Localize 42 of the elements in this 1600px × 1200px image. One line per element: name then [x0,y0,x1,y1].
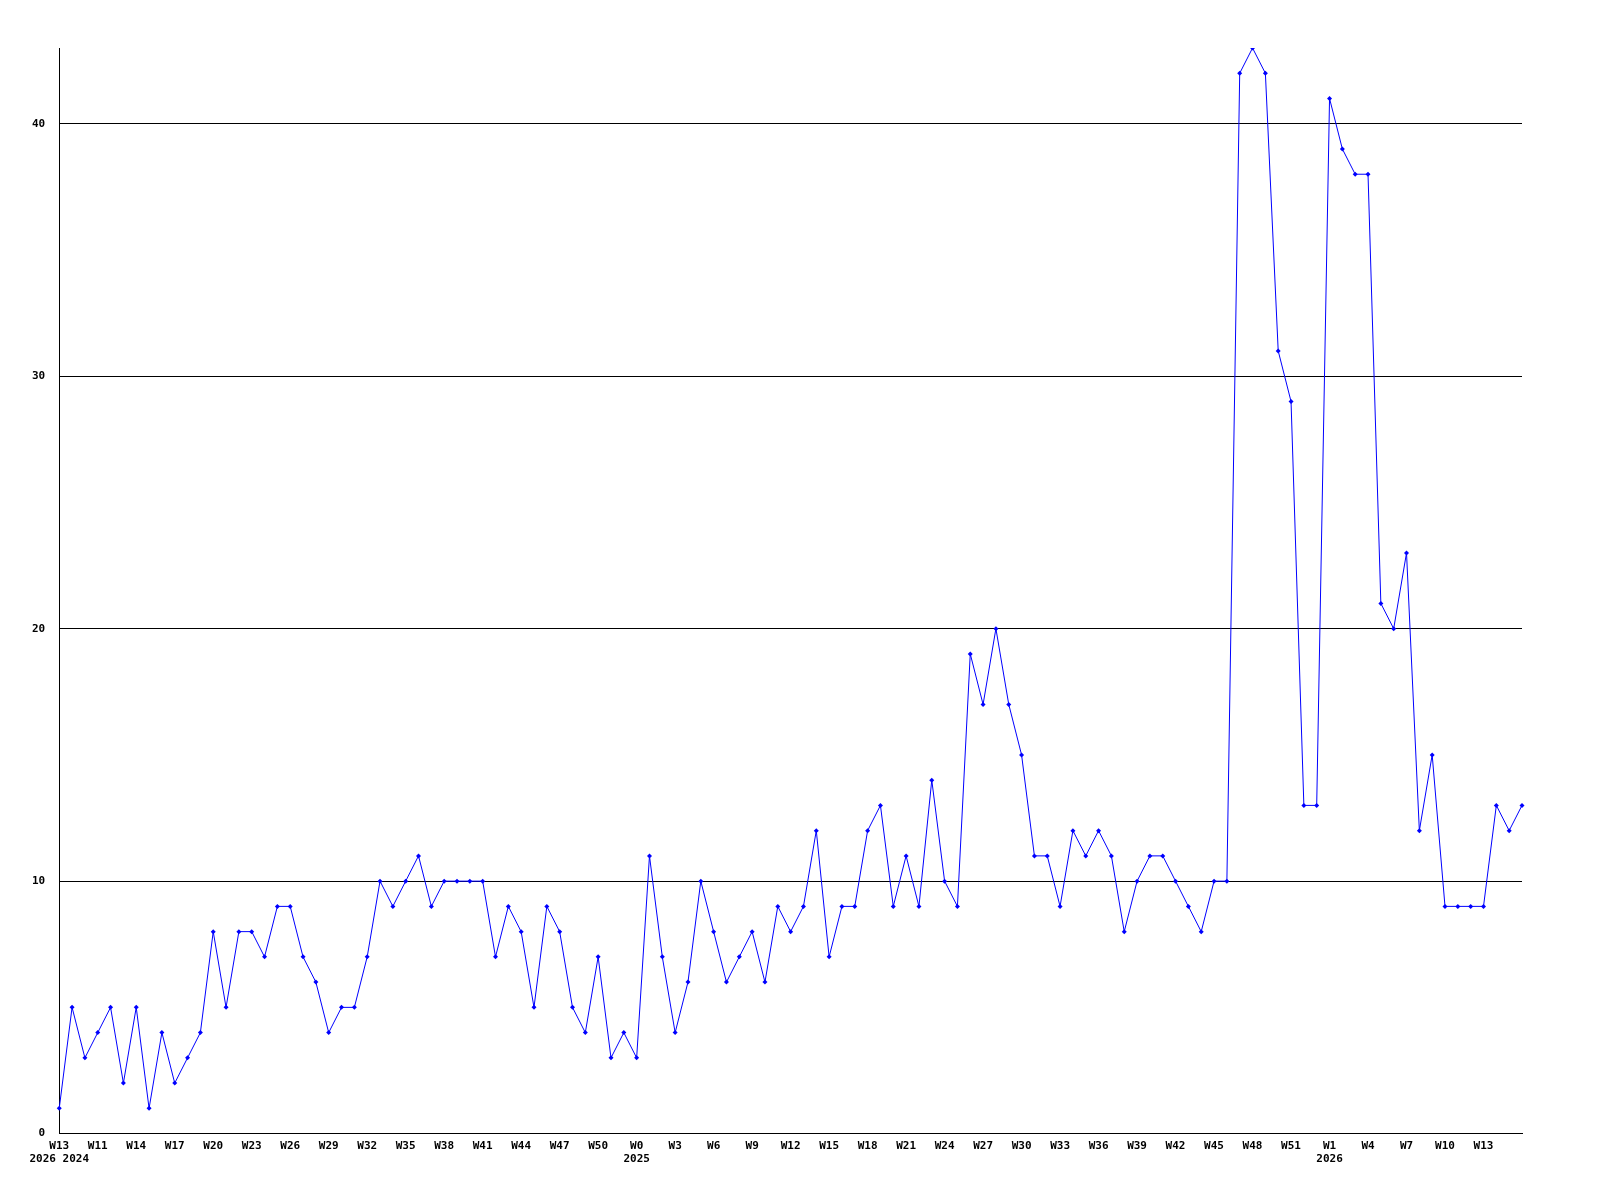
x-tick-label: W6 [707,1139,721,1153]
x-tick-label: W4 [1361,1139,1376,1153]
x-tick-label: W45 [1204,1139,1224,1153]
x-tick-label: W3 [668,1139,682,1153]
x-tick-label: W42 [1165,1139,1186,1153]
x-tick-label: W7 [1399,1139,1414,1153]
x-tick-label: W44 [511,1139,532,1153]
x-tick-label: W14 [126,1139,147,1153]
y-tick-label: 20 [32,621,46,635]
x-tick-label: W26 [280,1139,301,1153]
x-tick-label: W35 [395,1139,416,1153]
x-tick-label: W18 [857,1139,878,1153]
x-tick-label: W24 [934,1139,955,1153]
x-tick-label: W36 [1088,1139,1109,1153]
x-tick-label: W32 [357,1139,378,1153]
x-tick-label: W13 [1473,1139,1494,1153]
x-tick-label: W12 [780,1139,801,1153]
x-tick-label: W50 [588,1139,609,1153]
x-tick-label: W20 [203,1139,224,1153]
x-tick-label: W9 [745,1139,759,1153]
x-tick-label: W10 [1435,1139,1455,1153]
x-tick-label: W1 2026 [1316,1139,1344,1166]
x-tick-label: W21 [896,1139,917,1153]
x-tick-label: W38 [434,1139,455,1153]
x-tick-label: W15 [819,1139,840,1153]
x-tick-label: W47 [549,1139,570,1153]
x-tick-label: W29 [318,1139,339,1153]
x-tick-label: W41 [472,1139,493,1153]
x-tick-label: W39 [1127,1139,1147,1153]
x-tick-label: W33 [1050,1139,1071,1153]
x-tick-label: W23 [241,1139,262,1153]
x-tick-label: W48 [1242,1139,1263,1153]
x-tick-label: W27 [973,1139,994,1153]
y-tick-label: 10 [32,873,46,887]
x-tick-label: W30 [1011,1139,1032,1153]
x-tick-label: W51 [1281,1139,1302,1153]
x-tick-label: W0 2025 [623,1139,650,1166]
x-tick-label: W17 [164,1139,185,1153]
y-tick-label: 30 [32,369,46,383]
x-tick-label: W11 [87,1139,109,1153]
y-tick-label: 0 [38,1126,46,1140]
y-tick-label: 40 [32,116,46,130]
